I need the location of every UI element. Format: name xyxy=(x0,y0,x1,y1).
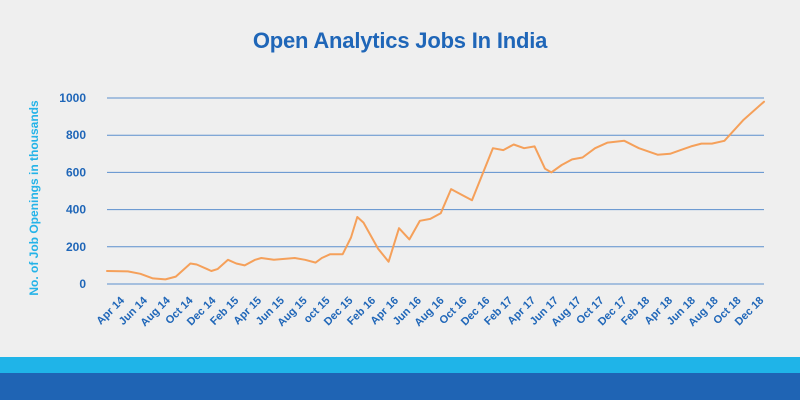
y-axis-ticks: 0 200 400 600 800 1000 xyxy=(59,91,86,291)
y-tick-label: 200 xyxy=(66,240,86,254)
y-axis-label: No. of Job Openings in thousands xyxy=(27,100,41,296)
y-tick-label: 1000 xyxy=(59,91,86,105)
y-tick-label: 600 xyxy=(66,165,86,179)
y-tick-label: 400 xyxy=(66,203,86,217)
y-tick-label: 800 xyxy=(66,128,86,142)
series-line xyxy=(106,100,765,281)
gridlines xyxy=(107,97,764,285)
chart-title: Open Analytics Jobs In India xyxy=(252,28,548,53)
footer-band-light xyxy=(0,357,800,373)
y-tick-label: 0 xyxy=(79,277,86,291)
footer-band-dark xyxy=(0,373,800,400)
